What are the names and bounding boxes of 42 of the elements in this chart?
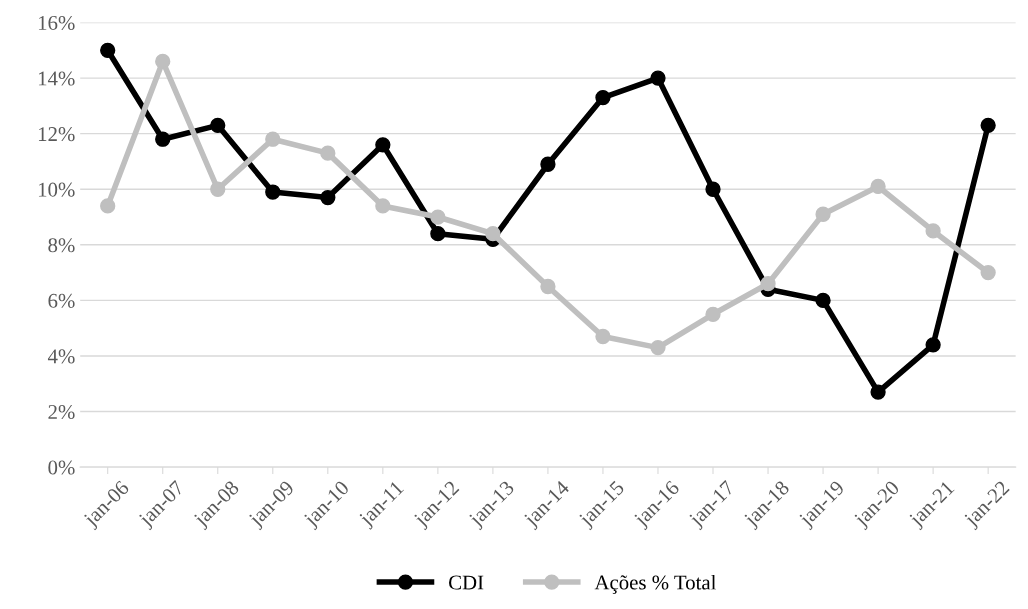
point [815, 292, 831, 309]
y-tick-label: 6% [48, 293, 75, 308]
y-tick-label: 14% [38, 71, 75, 86]
point [430, 226, 446, 242]
point [595, 89, 611, 106]
point [980, 117, 996, 133]
point [210, 181, 226, 197]
point [650, 70, 666, 86]
point [485, 226, 501, 242]
point [815, 206, 831, 222]
y-tick-label: 12% [38, 127, 75, 142]
point [705, 181, 721, 197]
y-tick-label: 16% [38, 15, 75, 31]
point [760, 276, 776, 292]
point [980, 264, 996, 281]
y-tick-label: 10% [38, 182, 75, 197]
point [925, 223, 941, 239]
point [430, 209, 446, 225]
y-tick-label: 2% [48, 404, 75, 420]
point [540, 156, 556, 172]
y-tick-label: 0% [48, 460, 75, 475]
point [870, 384, 886, 400]
point [100, 198, 116, 214]
point [320, 145, 336, 161]
point [320, 189, 336, 206]
point [375, 198, 391, 214]
point [155, 131, 171, 147]
y-tick-label: 4% [47, 349, 75, 364]
point [650, 339, 666, 356]
point [265, 131, 281, 147]
point [705, 306, 721, 322]
point [595, 328, 611, 345]
point [100, 42, 116, 58]
y-tick-label: 8% [48, 238, 75, 253]
point [925, 337, 941, 353]
legend-label: CDI [449, 575, 484, 590]
legend-label: Ações % Total [594, 574, 717, 594]
point [210, 117, 226, 133]
point [870, 178, 886, 195]
point [540, 278, 556, 295]
point [375, 137, 391, 153]
point [265, 184, 281, 200]
